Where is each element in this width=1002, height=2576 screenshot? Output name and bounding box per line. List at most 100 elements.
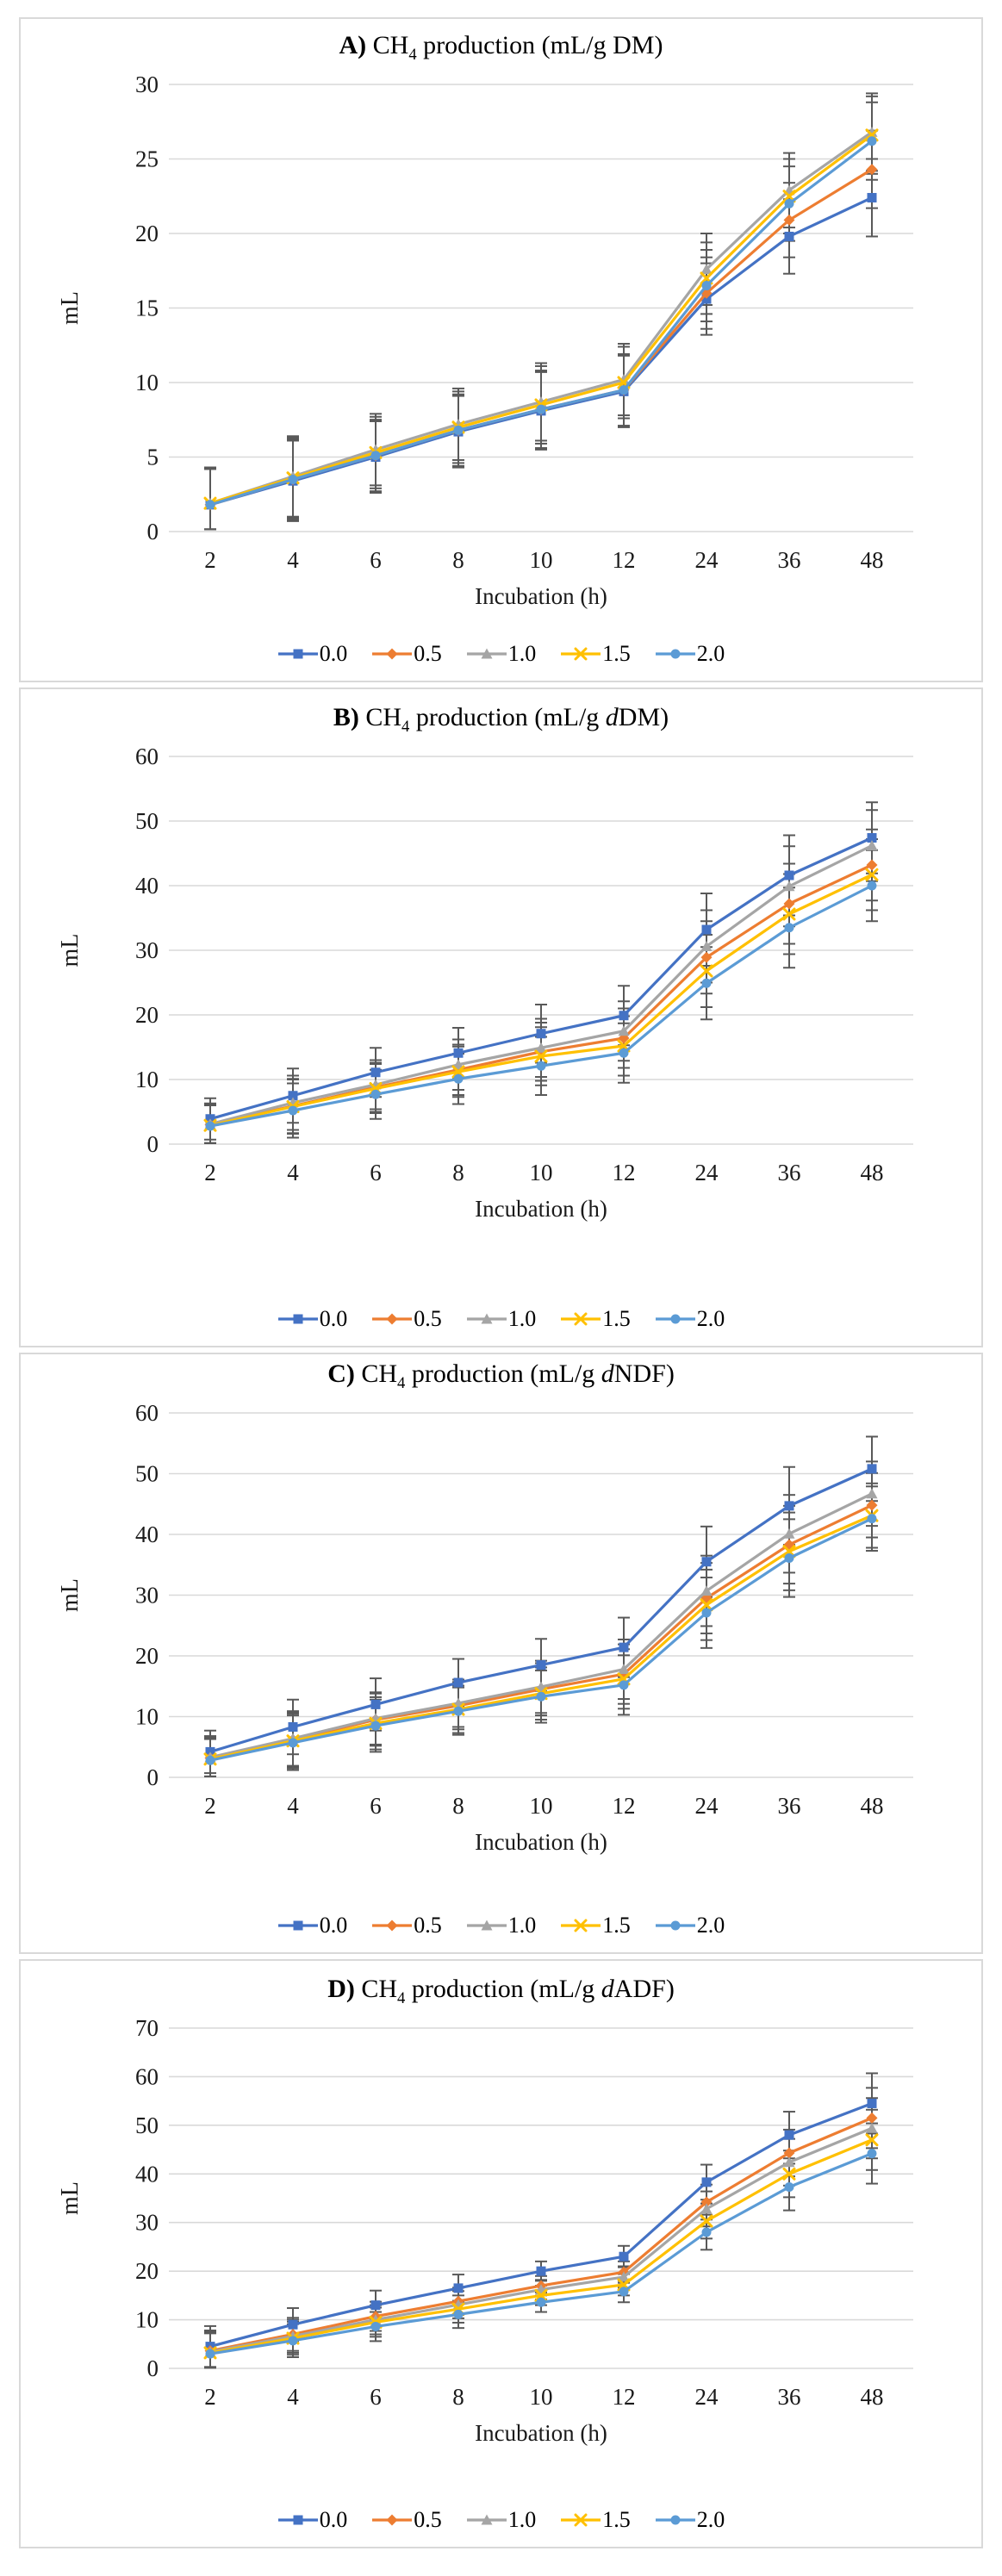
x-tick-label: 24	[695, 547, 719, 573]
series-marker-2.0	[453, 1707, 464, 1717]
series-marker-2.0	[867, 1514, 877, 1524]
chart-title-part: ADF	[613, 1975, 666, 2003]
series-marker-2.0	[453, 1074, 464, 1085]
legend-marker-2.0	[670, 649, 681, 659]
x-axis-title: Incubation (h)	[475, 1196, 607, 1222]
y-tick-label: 40	[135, 873, 159, 899]
x-tick-label: 12	[613, 1160, 636, 1185]
series-marker-1.0	[866, 2123, 878, 2134]
x-tick-label: 8	[452, 2384, 464, 2410]
x-tick-label: 8	[452, 1793, 464, 1819]
series-marker-2.0	[784, 2182, 794, 2193]
legend-marker-icon	[277, 649, 318, 659]
y-tick-label: 20	[135, 2259, 159, 2285]
series-marker-0.0	[370, 1067, 381, 1078]
x-tick-label: 6	[370, 2384, 382, 2410]
series-marker-0.0	[370, 2300, 381, 2311]
legend-item-0.5: 0.5	[371, 2507, 442, 2533]
series-marker-2.0	[536, 2298, 546, 2308]
legend-label: 1.0	[507, 1306, 537, 1331]
chart-title-part: )	[660, 703, 669, 731]
legend-marker-1.5	[574, 1919, 588, 1932]
series-marker-1.5	[865, 868, 879, 882]
series-marker-2.0	[370, 1090, 381, 1100]
series-marker-2.0	[619, 1048, 629, 1059]
legend-label: 1.0	[507, 1913, 537, 1938]
legend-marker-0.5	[386, 2514, 398, 2526]
y-tick-label: 0	[147, 519, 159, 544]
legend-label: 2.0	[696, 2507, 725, 2532]
x-tick-label: 8	[452, 547, 464, 573]
x-tick-label: 12	[613, 2384, 636, 2410]
legend-marker-icon	[466, 648, 507, 659]
x-tick-label: 2	[204, 1160, 216, 1185]
series-marker-0.5	[700, 952, 713, 964]
series-marker-0.0	[867, 833, 877, 843]
series-marker-0.0	[619, 1643, 629, 1653]
chart-title-part: CH	[361, 1975, 398, 2003]
series-marker-2.0	[701, 979, 712, 989]
series-marker-0.0	[784, 870, 794, 880]
chart-title-part: d	[605, 703, 619, 731]
legend-item-1.5: 1.5	[560, 1913, 631, 1938]
y-tick-label: 30	[135, 72, 159, 97]
legend-item-0.5: 0.5	[371, 1913, 442, 1938]
x-tick-label: 10	[530, 1793, 553, 1819]
legend-marker-1.5	[574, 2513, 588, 2527]
legend-marker-2.0	[670, 1920, 681, 1931]
y-tick-label: 10	[135, 1704, 159, 1730]
legend-label: 0.5	[414, 2507, 442, 2532]
chart-title-part: )	[654, 31, 663, 59]
series-marker-2.0	[619, 1680, 629, 1690]
x-tick-label: 48	[861, 547, 884, 573]
y-tick-label: 60	[135, 2064, 159, 2090]
series-marker-1.0	[866, 840, 878, 851]
x-tick-label: 4	[287, 1793, 299, 1819]
x-tick-label: 10	[530, 2384, 553, 2410]
series-marker-2.0	[619, 2287, 629, 2297]
legend-label: 0.5	[414, 1913, 442, 1938]
legend-marker-icon	[277, 1920, 318, 1931]
x-tick-label: 36	[778, 2384, 801, 2410]
legend-marker-icon	[372, 1313, 413, 1325]
series-marker-2.0	[701, 281, 712, 291]
x-tick-label: 48	[861, 1793, 884, 1819]
legend-item-0.0: 0.0	[277, 1306, 347, 1332]
series-marker-0.0	[453, 2283, 464, 2293]
legend-marker-0.0	[293, 1314, 303, 1324]
legend-label: 1.5	[602, 2507, 631, 2532]
legend-label: 1.5	[602, 1306, 631, 1331]
legend-item-0.5: 0.5	[371, 641, 442, 667]
series-marker-1.0	[618, 374, 630, 385]
x-tick-label: 12	[613, 547, 636, 573]
chart-title-d: D) CH4 production (mL/g dADF)	[327, 1975, 675, 2007]
chart-title-part: 4	[401, 718, 410, 736]
x-tick-label: 10	[530, 547, 553, 573]
legend-item-0.5: 0.5	[371, 1306, 442, 1332]
y-tick-label: 70	[135, 2015, 159, 2041]
series-marker-0.0	[536, 2267, 546, 2277]
series-marker-0.0	[867, 1464, 877, 1474]
legend-marker-0.5	[386, 648, 398, 660]
y-tick-label: 0	[147, 2355, 159, 2381]
chart-title-part: C)	[327, 1360, 355, 1388]
legend-marker-0.5	[386, 1313, 398, 1325]
y-tick-label: 0	[147, 1764, 159, 1790]
chart-title-part: CH	[361, 1360, 398, 1388]
series-marker-1.0	[618, 1664, 630, 1675]
series-marker-1.5	[534, 1049, 548, 1063]
legend-label: 2.0	[696, 641, 725, 666]
series-marker-0.0	[784, 232, 794, 242]
legend-marker-icon	[561, 1312, 601, 1326]
y-tick-label: 30	[135, 1583, 159, 1608]
series-marker-1.0	[535, 1042, 547, 1054]
legend-item-1.5: 1.5	[560, 641, 631, 667]
y-tick-label: 40	[135, 1521, 159, 1547]
legend-marker-icon	[372, 648, 413, 660]
series-line-0.0	[208, 196, 874, 507]
x-tick-label: 12	[613, 1793, 636, 1819]
legend-item-0.0: 0.0	[277, 641, 347, 667]
x-axis-title: Incubation (h)	[475, 583, 607, 609]
chart-title-part: 4	[397, 1374, 406, 1392]
series-marker-1.5	[782, 2168, 796, 2181]
